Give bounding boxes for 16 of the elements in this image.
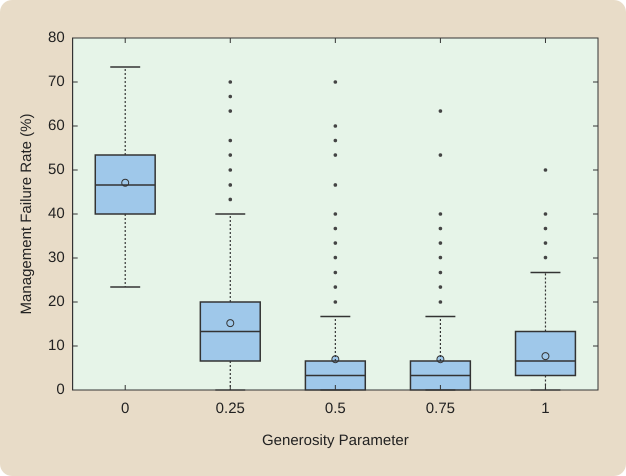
y-tick-label: 0 — [56, 381, 65, 398]
x-tick-label: 0 — [121, 400, 130, 418]
y-axis-title: Management Failure Rate (%) — [18, 114, 36, 314]
y-tick-label: 40 — [48, 205, 65, 222]
y-tick-label: 10 — [48, 337, 65, 354]
y-tick-label: 20 — [48, 293, 65, 310]
x-tick-label: 0.25 — [216, 400, 245, 418]
y-tick-label: 70 — [48, 73, 65, 90]
y-tick-label: 80 — [48, 29, 65, 46]
y-tick-label: 50 — [48, 161, 65, 178]
x-tick-label: 1 — [541, 400, 550, 418]
x-tick-label: 0.5 — [324, 400, 346, 418]
y-tick-label: 30 — [48, 249, 65, 266]
x-tick-label: 0.75 — [426, 400, 456, 418]
x-axis-title: Generosity Parameter — [262, 432, 409, 450]
y-tick-label: 60 — [48, 117, 65, 134]
